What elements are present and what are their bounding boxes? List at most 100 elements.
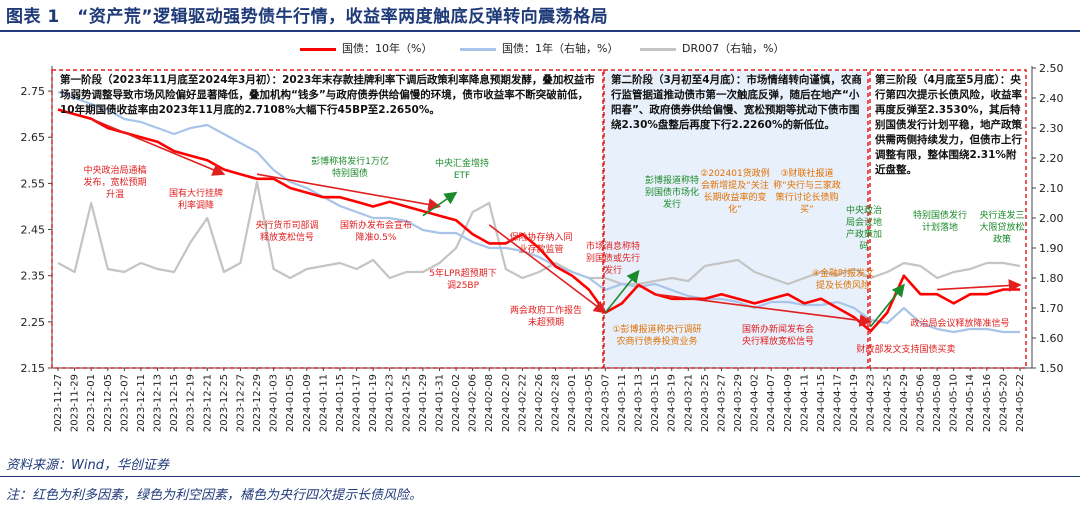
y-tick-label-right: 2.30 xyxy=(1039,122,1064,135)
x-tick-label: 2024-03-15 xyxy=(650,374,661,432)
x-tick-label: 2024-04-19 xyxy=(849,374,860,432)
annotation-special-bond-first: 市场消息称特别国债或先行发行 xyxy=(586,242,641,276)
x-tick-label: 2023-12-11 xyxy=(136,374,147,432)
x-tick-label: 2024-05-08 xyxy=(932,374,943,432)
x-tick-label: 2024-02-22 xyxy=(517,374,528,432)
x-tick-label: 2024-02-02 xyxy=(451,374,462,432)
footer-divider xyxy=(0,476,1080,477)
x-tick-label: 2024-01-03 xyxy=(269,374,280,432)
y-tick-label-left: 2.25 xyxy=(21,316,46,329)
annotation-market-issuance: 彭博报道称特别国债市场化发行 xyxy=(644,176,699,210)
x-tick-label: 2023-12-29 xyxy=(252,374,263,432)
source-note: 资料来源：Wind，华创证券 xyxy=(6,458,169,473)
x-tick-label: 2024-02-26 xyxy=(534,374,545,432)
annotation-pboc-easing: 央行货币司部调释放宽松信号 xyxy=(255,221,319,243)
x-tick-label: 2024-04-17 xyxy=(833,374,844,432)
x-tick-label: 2024-01-05 xyxy=(285,374,296,432)
y-tick-label-right: 1.60 xyxy=(1039,332,1064,345)
x-tick-label: 2024-04-07 xyxy=(766,374,777,432)
y-tick-label-right: 1.50 xyxy=(1039,362,1064,375)
phase1-box xyxy=(51,69,604,369)
color-legend-note: 注：红色为利多因素，绿色为利空因素，橘色为央行四次提示长债风险。 xyxy=(6,488,423,503)
legend-swatch-dr007 xyxy=(640,47,676,51)
phase3-box xyxy=(869,69,1027,369)
y-tick-label-right: 1.90 xyxy=(1039,242,1064,255)
legend-swatch-10y xyxy=(300,47,336,51)
trend-arrow-phase1-c xyxy=(488,224,607,314)
x-tick-label: 2024-03-19 xyxy=(667,374,678,432)
x-tick-label: 2023-12-01 xyxy=(86,374,97,432)
y-tick-label-right: 2.50 xyxy=(1039,62,1064,75)
x-tick-label: 2024-04-23 xyxy=(866,374,877,432)
x-tick-label: 2023-12-27 xyxy=(235,374,246,432)
x-tick-label: 2024-05-22 xyxy=(1015,374,1026,432)
rebound-arrow-phase2 xyxy=(604,269,640,314)
y-tick-label-right: 1.70 xyxy=(1039,302,1064,315)
x-tick-label: 2024-04-25 xyxy=(882,374,893,432)
x-tick-label: 2024-01-15 xyxy=(335,374,346,432)
legend-item-1y: 国债：1年（右轴，%） xyxy=(460,40,618,56)
annotation-pboc-warning-1: ①彭博报道称央行调研农商行债券投资业务 xyxy=(612,325,702,347)
legend-label-dr007: DR007（右轴，%） xyxy=(682,42,785,55)
y-tick-label-left: 2.45 xyxy=(21,224,46,237)
x-tick-label: 2024-02-06 xyxy=(468,374,479,432)
annotation-pboc-warning-4: ④金融时报发文提及长债风险 xyxy=(811,269,875,291)
x-tick-label: 2024-03-27 xyxy=(716,374,727,432)
x-tick-label: 2024-04-09 xyxy=(783,374,794,432)
x-tick-label: 2024-01-23 xyxy=(385,374,396,432)
series-dr007-line xyxy=(57,180,1021,286)
x-tick-label: 2024-03-21 xyxy=(683,374,694,432)
y-tick-label-left: 2.65 xyxy=(21,131,46,144)
chart-legend: 国债：10年（%） 国债：1年（右轴，%） DR007（右轴，%） xyxy=(0,38,1080,58)
x-tick-label: 2023-12-25 xyxy=(219,374,230,432)
annotation-insurance-deposit: 保险协存纳入同业存款监管 xyxy=(509,233,573,255)
phase2-box xyxy=(603,69,869,369)
x-tick-label: 2024-01-09 xyxy=(302,374,313,432)
annotation-two-sessions: 两会政府工作报告未超预期 xyxy=(509,306,582,328)
y-tick-label-left: 2.15 xyxy=(21,362,46,375)
x-tick-label: 2024-03-07 xyxy=(600,374,611,432)
annotation-state-council: 国新办新闻发布会央行释放宽松信号 xyxy=(741,325,814,347)
x-tick-label: 2024-04-11 xyxy=(799,374,810,432)
annotation-politburo-property: 中央政治局会议地产政策加码 xyxy=(845,206,882,252)
x-tick-label: 2024-01-11 xyxy=(318,374,329,432)
trend-arrow-phase1-a xyxy=(90,118,226,176)
x-tick-label: 2023-12-21 xyxy=(202,374,213,432)
y-tick-label-right: 2.10 xyxy=(1039,182,1064,195)
x-tick-label: 2024-05-10 xyxy=(949,374,960,432)
x-tick-label: 2023-12-13 xyxy=(153,374,164,432)
chart-title: 图表 1 “资产荒”逻辑驱动强势债牛行情，收益率两度触底反弹转向震荡格局 xyxy=(6,7,609,27)
x-tick-label: 2024-04-29 xyxy=(899,374,910,432)
annotation-deposit-cut: 国有大行挂牌利率调降 xyxy=(168,189,223,211)
annotation-politburo: 中央政治局通稿发布，宽松预期升温 xyxy=(83,166,147,200)
x-tick-label: 2024-05-16 xyxy=(982,374,993,432)
x-tick-label: 2024-03-01 xyxy=(567,374,578,432)
annotation-huijin-etf: 中央汇金增持ETF xyxy=(434,159,489,181)
legend-item-dr007: DR007（右轴，%） xyxy=(640,40,785,56)
x-tick-label: 2024-03-25 xyxy=(700,374,711,432)
x-tick-label: 2024-03-11 xyxy=(617,374,628,432)
x-tick-label: 2024-01-17 xyxy=(352,374,363,432)
x-tick-label: 2023-12-19 xyxy=(186,374,197,432)
x-tick-label: 2024-01-31 xyxy=(434,374,445,432)
x-tick-label: 2024-03-13 xyxy=(634,374,645,432)
trend-arrow-phase3 xyxy=(937,279,1022,292)
x-tick-label: 2024-03-05 xyxy=(584,374,595,432)
x-tick-label: 2024-01-29 xyxy=(418,374,429,432)
annotation-property-easing: 央行连发三大限贷放松政策 xyxy=(979,211,1025,245)
series-1y-line xyxy=(57,90,1020,334)
y-tick-label-right: 2.00 xyxy=(1039,212,1064,225)
legend-swatch-1y xyxy=(460,47,496,51)
y-tick-label-left: 2.35 xyxy=(21,270,46,283)
x-tick-label: 2023-11-29 xyxy=(70,374,81,432)
x-tick-label: 2024-02-20 xyxy=(501,374,512,432)
annotation-special-bond-plan: 特别国债发行计划落地 xyxy=(912,211,967,233)
x-tick-label: 2023-12-15 xyxy=(169,374,180,432)
annotation-rrr-cut: 国新办发布会宣布降准0.5% xyxy=(340,221,413,243)
y-tick-label-right: 2.40 xyxy=(1039,92,1064,105)
x-tick-label: 2023-11-27 xyxy=(53,374,64,432)
title-divider xyxy=(0,30,1080,32)
annotation-rrr-signal: 政治局会议释放降准信号 xyxy=(910,319,1010,329)
phase3-text: 第三阶段（4月底至5月底）：央行第四次提示长债风险，收益率再度反弹至2.3530… xyxy=(875,74,1022,176)
